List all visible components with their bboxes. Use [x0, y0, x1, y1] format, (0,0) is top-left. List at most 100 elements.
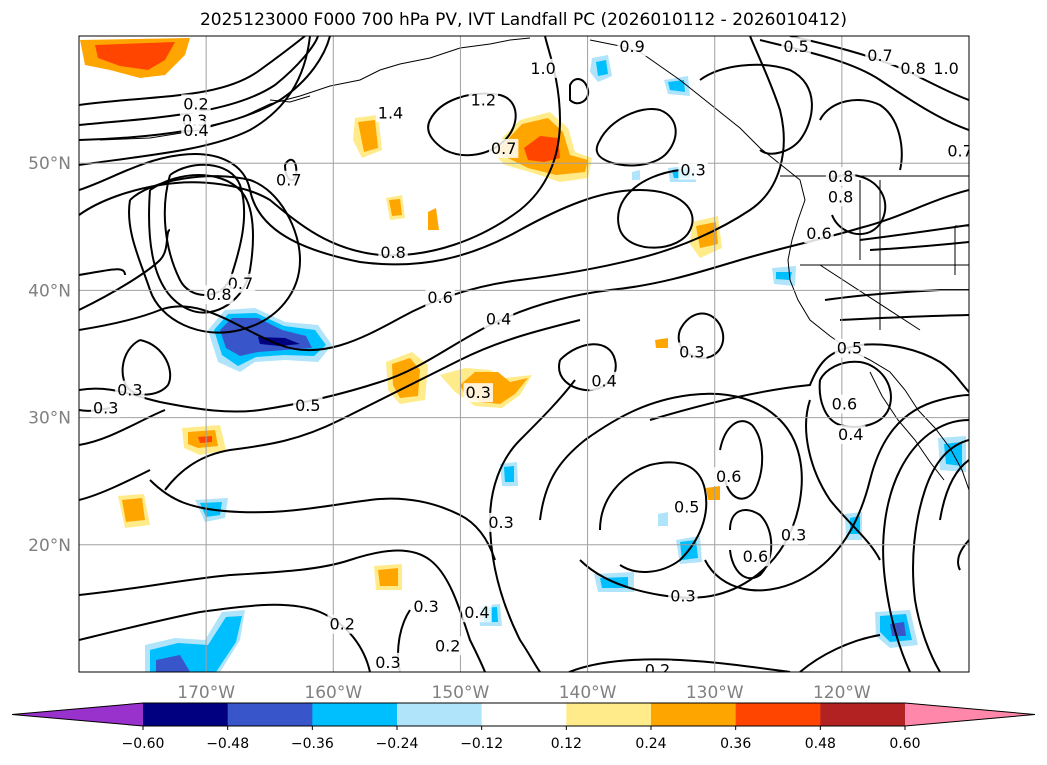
colorbar-segment	[143, 703, 229, 726]
colorbar-tick-label: 0.48	[805, 736, 836, 752]
lat-label: 50°N	[28, 154, 71, 174]
contour-line	[799, 634, 881, 672]
contour-label-bg	[528, 58, 558, 78]
contour-label: 0.3	[679, 342, 704, 361]
contour-line	[128, 175, 302, 334]
colorbar-extend-low	[12, 703, 143, 726]
contour-label: 0.8	[900, 59, 925, 78]
colorbar-tick-label: −0.60	[122, 736, 165, 752]
contour-label: 0.3	[375, 653, 400, 672]
contour-label: 0.4	[838, 425, 863, 444]
colorbar-tick-label: −0.12	[460, 736, 503, 752]
contour-label-bg	[945, 141, 969, 161]
colorbar-segment	[312, 703, 398, 726]
contour-label-bg	[204, 285, 234, 305]
contour-line	[164, 319, 581, 491]
contour-line	[568, 658, 791, 672]
colorbar-tick-label: 0.24	[635, 736, 666, 752]
contour-label-bg	[617, 37, 647, 57]
contour-label-bg	[713, 467, 744, 487]
contour-label: 0.7	[228, 274, 253, 293]
contour-label-bg	[668, 586, 698, 606]
contour-label: 1.2	[471, 91, 496, 110]
contour-label-bg	[672, 497, 702, 517]
contour-line	[79, 603, 371, 672]
contour-label-bg	[931, 58, 961, 78]
shading-blob	[504, 466, 514, 482]
contour-line	[957, 539, 969, 571]
contour-line	[829, 173, 887, 235]
state-border	[819, 264, 921, 331]
colorbar-tick-label: −0.36	[291, 736, 334, 752]
contour-line	[79, 229, 171, 311]
colorbar-extend-high	[905, 703, 1035, 726]
colorbar-segment	[227, 703, 313, 726]
contour-label: 1.0	[530, 59, 555, 78]
contour-label-bg	[825, 187, 856, 207]
contour-label-bg	[462, 603, 492, 623]
colorbar-segment	[735, 703, 821, 726]
contour-label: 0.3	[488, 513, 513, 532]
shading-blob	[658, 512, 668, 526]
contour-label-bg	[834, 338, 865, 358]
shading-blob	[358, 120, 378, 152]
shading-blob	[524, 136, 560, 162]
contour-line	[839, 314, 969, 321]
contour-label-bg	[90, 398, 121, 418]
colorbar-segment	[820, 703, 906, 726]
contour-label-bg	[740, 547, 771, 567]
contour-label: 0.4	[486, 309, 511, 328]
contour-label: 0.4	[464, 603, 489, 622]
lon-label: 130°W	[686, 683, 744, 703]
contour-label: 0.3	[680, 161, 705, 180]
contour-label: 0.2	[183, 94, 208, 113]
shading-blob	[122, 498, 145, 522]
contour-label: 0.9	[619, 37, 644, 56]
contour-label: 0.6	[716, 467, 741, 486]
contour-label-bg	[327, 614, 357, 634]
contour-line	[79, 153, 694, 266]
contour-label: 1.0	[933, 59, 958, 78]
shading-blob	[95, 42, 175, 70]
contour-line	[595, 108, 677, 167]
shading-blob	[596, 60, 608, 76]
contour-line	[79, 36, 331, 141]
contour-label-bg	[778, 525, 809, 545]
longitude-labels: 170°W 160°W 150°W 140°W 130°W 120°W	[177, 683, 871, 703]
contour-line	[79, 36, 311, 166]
contour-label: 0.3	[117, 381, 142, 400]
contour-line	[939, 459, 969, 521]
contour-label-bg	[865, 46, 895, 66]
contour-label-bg	[829, 394, 860, 414]
lat-label: 30°N	[28, 409, 71, 429]
colorbar-tick-label: 0.12	[551, 736, 582, 752]
contour-label: 0.3	[413, 597, 438, 616]
contour-label: 0.3	[93, 398, 118, 417]
contour-line	[818, 360, 892, 428]
contour-label-bg	[898, 58, 928, 78]
colorbar-tick-label: 0.36	[720, 736, 751, 752]
contour-label: 0.5	[783, 37, 808, 56]
contour-label: 0.5	[295, 396, 320, 415]
contour-label: 0.7	[947, 141, 972, 160]
contour-label-bg	[463, 383, 493, 403]
contour-label-bg	[486, 512, 516, 532]
contour-line	[859, 224, 969, 241]
shading-blob	[156, 655, 190, 672]
contour-label: 0.2	[435, 636, 460, 655]
contour-label: 0.4	[591, 372, 616, 391]
shading-blob	[198, 436, 212, 443]
contour-label: 0.8	[380, 243, 405, 262]
contour-line	[819, 99, 903, 171]
contour-label-bg	[468, 90, 499, 110]
contour-label: 0.2	[645, 660, 670, 679]
lat-label: 40°N	[28, 281, 71, 301]
contour-label: 0.8	[828, 187, 853, 206]
contour-label-bg	[825, 166, 856, 186]
contour-label-bg	[678, 160, 708, 180]
contour-line	[869, 241, 969, 251]
contour-line	[79, 549, 486, 672]
contour-line	[121, 339, 172, 396]
contour-label: 0.5	[837, 339, 862, 358]
